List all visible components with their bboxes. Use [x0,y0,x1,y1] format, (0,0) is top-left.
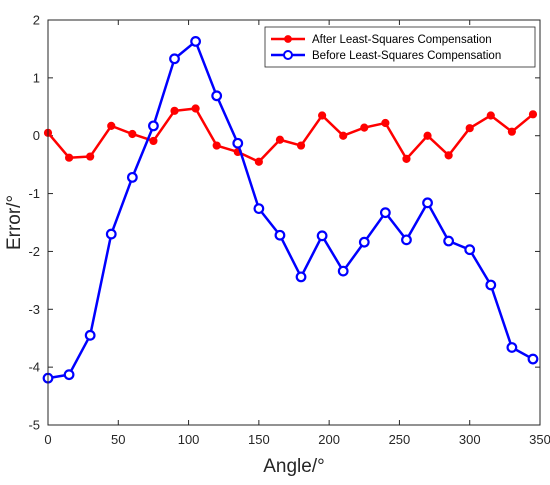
data-point [128,129,137,139]
data-point [402,154,411,163]
data-point [149,136,158,146]
y-tick-label: -1 [28,186,40,201]
data-point [465,124,474,133]
data-point [379,207,391,219]
data-point [444,151,453,160]
data-point [254,157,263,166]
data-point [339,131,348,140]
x-tick-label: 50 [111,432,125,447]
data-point [527,353,539,365]
data-point [337,265,349,277]
data-point [105,228,117,240]
series-layer [42,36,539,384]
plot-frame [47,19,541,426]
data-point [126,171,138,183]
x-tick-label: 150 [248,432,270,447]
y-axis-label: Error/° [4,195,25,250]
data-point [316,230,328,242]
x-tick-label: 350 [529,432,550,447]
data-point [253,203,265,215]
y-tick-label: -3 [28,302,40,317]
y-tick-label: 1 [33,70,40,85]
data-point [486,111,495,120]
x-tick-label: 250 [389,432,411,447]
data-point [295,271,307,283]
y-tick-label: -2 [28,244,40,259]
plot-area [48,20,540,425]
x-tick-label: 0 [44,432,51,447]
x-tick-label: 200 [318,432,340,447]
x-tick-label: 100 [178,432,200,447]
y-tick-label: 2 [33,13,40,28]
data-point [296,141,306,150]
data-point [232,137,244,149]
legend-marker [284,35,292,43]
legend-entry-label: After Least-Squares Compensation [312,34,492,46]
data-point [381,118,390,128]
data-point [360,123,369,132]
data-point [63,369,75,381]
data-point [528,110,538,119]
data-point [86,152,95,161]
data-point [423,131,432,140]
data-point [212,141,221,150]
data-point [148,120,159,132]
x-axis-label: Angle/° [263,456,324,477]
tick-labels: 0 50 100 150 200 250 300 350 -5 -4 -3 -2 -1 0 1 2 [28,13,550,448]
data-point [275,135,285,144]
data-point [506,342,518,353]
y-tick-label: 0 [33,128,40,143]
data-point [84,329,96,341]
data-point [211,90,223,102]
data-point [64,153,74,162]
data-point [318,111,327,120]
data-point [170,106,179,115]
data-point [358,236,370,248]
data-point [507,127,516,136]
legend-entry-label: Before Least-Squares Compensation [312,50,501,62]
data-point [107,121,116,130]
series-2 [42,36,539,384]
data-point [190,36,202,47]
data-point [422,197,433,209]
data-point [485,279,497,291]
data-point [401,234,412,246]
data-point [169,53,180,65]
legend-box [264,26,536,68]
data-point [191,104,200,113]
y-tick-label: -4 [28,360,40,375]
y-tick-label: -5 [28,418,40,433]
legend-marker [283,50,293,60]
data-point [464,244,476,256]
legend: After Least-Squares Compensation Before L… [264,26,536,68]
data-point [443,235,455,247]
x-tick-label: 300 [459,432,481,447]
data-point [274,229,286,241]
